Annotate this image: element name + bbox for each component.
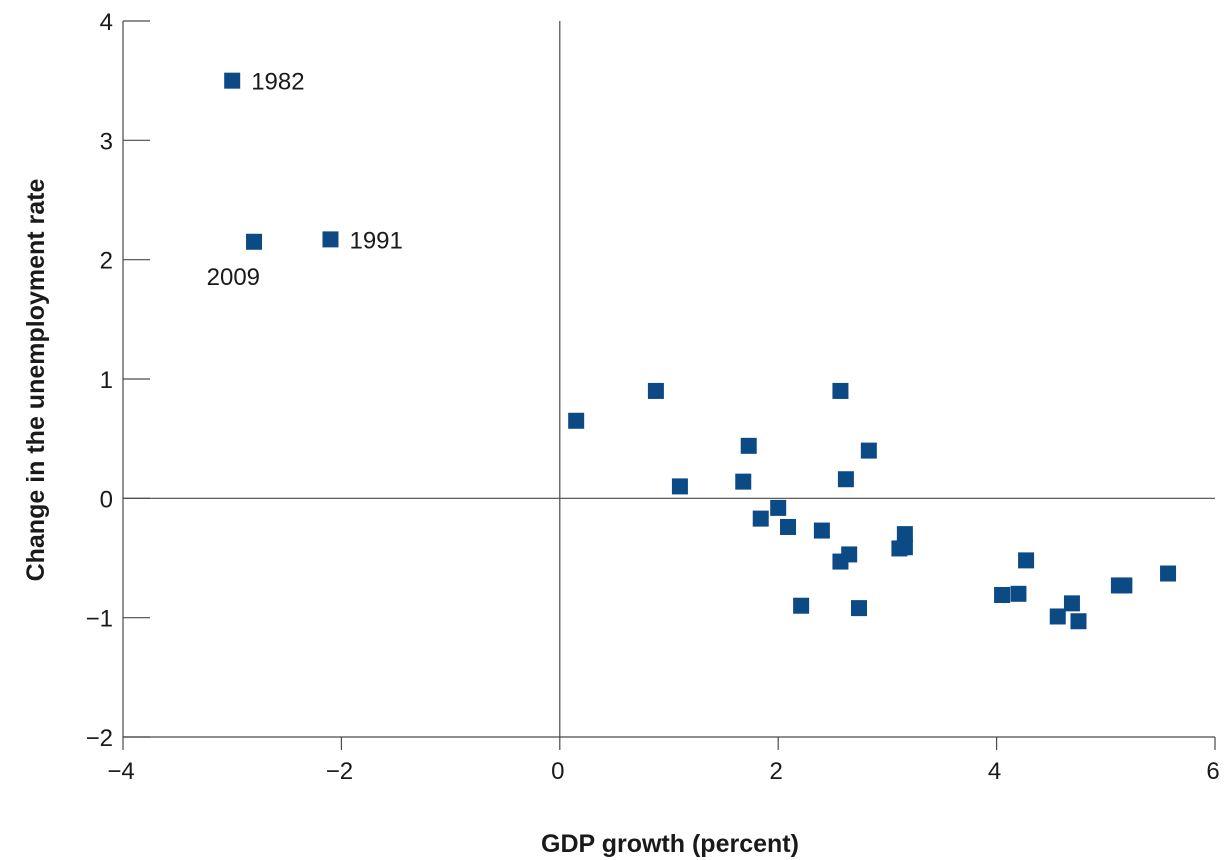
data-point [813,522,830,539]
data-point [671,478,688,495]
data-point [1010,585,1027,602]
y-tick-label: −1 [86,606,113,633]
y-tick-label: 2 [100,248,113,275]
y-axis-title: Change in the unemployment rate [22,178,50,581]
point-label: 2009 [207,264,260,291]
data-point [1160,565,1177,582]
data-point [752,510,769,527]
data-point [841,546,858,563]
x-tick-label: 2 [770,758,783,785]
data-point [896,539,913,556]
data-point [1063,595,1080,612]
data-point [837,471,854,488]
data-point [740,437,757,454]
data-point [568,412,585,429]
point-label: 1982 [251,69,304,96]
data-point [1018,552,1035,569]
axes: −2 −1 0 1 2 3 4 −4 −2 0 2 4 6 [86,9,1220,785]
x-tick-label: 6 [1206,758,1219,785]
y-tick-label: 1 [100,367,113,394]
data-point [780,518,797,535]
data-point [224,72,241,89]
data-point [770,499,787,516]
y-tick-label: −2 [86,725,113,752]
data-point [793,597,810,614]
x-tick-label: 0 [551,758,564,785]
data-point [246,233,263,250]
x-axis-title: GDP growth (percent) [541,830,799,858]
point-labels: 1982 1991 2009 [207,69,403,291]
data-point [735,473,752,490]
data-point [860,442,877,459]
y-tick-label: 0 [100,486,113,513]
x-tick-label: 4 [988,758,1001,785]
data-point [1116,577,1133,594]
data-point [851,600,868,617]
data-points [224,72,1177,630]
data-point [1070,613,1087,630]
data-point [832,382,849,399]
data-point [896,526,913,543]
data-point [322,231,339,248]
y-tick-label: 4 [100,9,113,36]
x-tick-label: −4 [107,758,134,785]
data-point [994,586,1011,603]
y-tick-label: 3 [100,128,113,155]
x-tick-label: −2 [326,758,353,785]
data-point [647,382,664,399]
point-label: 1991 [349,227,402,254]
data-point [1049,608,1066,625]
